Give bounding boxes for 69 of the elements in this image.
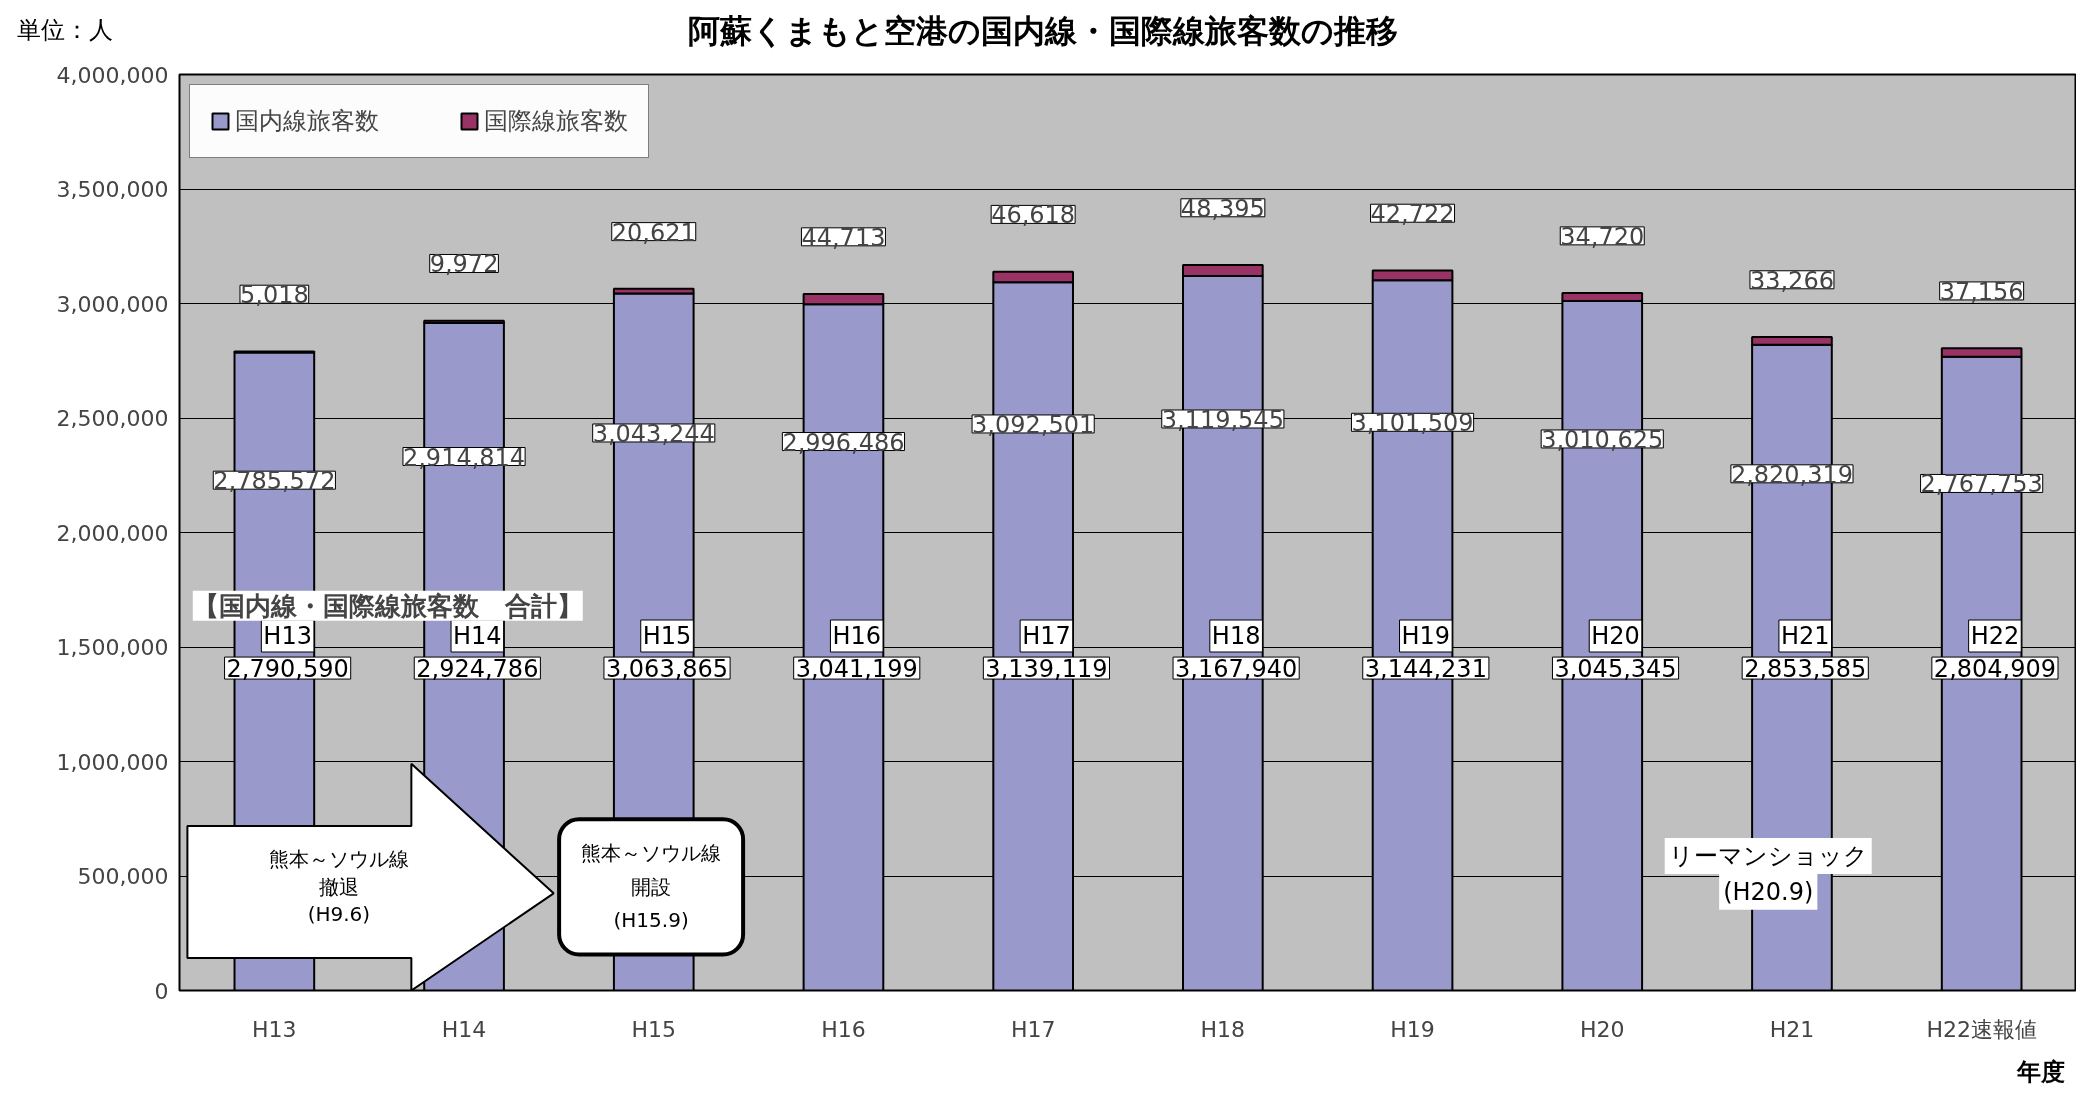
y-tick-label: 1,000,000	[56, 749, 169, 775]
data-label: 9,972	[429, 250, 499, 279]
total-label: 3,167,940	[1175, 655, 1298, 684]
data-label: 20,621	[611, 218, 696, 247]
x-tick-label: H15	[631, 1016, 677, 1042]
annotation: H15	[642, 622, 692, 651]
y-axis-title: 単位：人	[17, 15, 113, 46]
data-label: 2,820,319	[1730, 460, 1854, 489]
data-label: 3,010,625	[1541, 425, 1664, 454]
y-tick-label: 3,000,000	[56, 291, 169, 317]
annotation: H20	[1591, 622, 1640, 651]
data-label: 3,119,545	[1161, 406, 1284, 434]
annotation: H22	[1970, 622, 2020, 651]
annotation: リーマンショック	[1668, 842, 1868, 871]
total-label: 2,924,786	[416, 655, 539, 684]
total-label: 3,041,199	[795, 655, 918, 684]
annotation: H17	[1022, 622, 1071, 651]
x-tick-label: H17	[1010, 1016, 1056, 1042]
annotation: 【国内線・国際線旅客数 合計】	[192, 590, 583, 621]
annotation: H19	[1401, 622, 1451, 651]
x-tick-label: H14	[441, 1016, 487, 1042]
legend-label: 国際線旅客数	[484, 106, 628, 137]
annotation: 撤退	[318, 874, 359, 899]
data-label: 34,720	[1560, 222, 1645, 251]
annotation: (H20.9)	[1723, 877, 1814, 906]
data-label: 2,996,486	[782, 428, 905, 457]
data-label: 2,767,753	[1920, 470, 2043, 499]
x-tick-label: H18	[1200, 1016, 1246, 1042]
x-tick-label: H16	[821, 1016, 866, 1042]
total-label: 3,139,119	[985, 655, 1108, 684]
annotation: 熊本～ソウル線	[268, 847, 409, 872]
annotation: H18	[1211, 622, 1261, 651]
annotation: H16	[832, 622, 882, 651]
y-tick-label: 0	[154, 978, 169, 1004]
y-tick-label: 3,500,000	[56, 177, 169, 202]
data-label: 3,092,501	[972, 410, 1095, 439]
annotation: (H15.9)	[613, 908, 689, 933]
legend-label: 国内線旅客数	[235, 106, 379, 137]
total-label: 2,790,590	[226, 655, 349, 684]
annotation: H14	[453, 622, 502, 651]
data-label: 3,043,244	[592, 419, 715, 448]
annotation: 熊本～ソウル線	[581, 841, 722, 866]
x-tick-label: H20	[1579, 1016, 1625, 1042]
data-label: 2,914,814	[402, 443, 526, 472]
data-label: 44,713	[801, 223, 886, 252]
y-tick-label: 2,000,000	[56, 520, 169, 546]
total-label: 2,804,909	[1933, 655, 2057, 684]
x-tick-label: H22速報値	[1926, 1016, 2037, 1042]
y-tick-label: 2,500,000	[56, 406, 169, 431]
data-label: 3,101,509	[1351, 409, 1474, 438]
total-label: 2,853,585	[1744, 655, 1867, 684]
chart-title: 阿蘇くまもと空港の国内線・国際線旅客数の推移	[688, 12, 1398, 50]
total-label: 3,063,865	[605, 655, 729, 684]
data-label: 46,618	[991, 201, 1076, 230]
total-label: 3,045,345	[1554, 655, 1677, 684]
total-label: 3,144,231	[1364, 655, 1487, 684]
x-tick-label: H13	[252, 1016, 297, 1042]
y-tick-label: 1,500,000	[56, 635, 169, 660]
annotation: 開設	[631, 874, 672, 899]
annotation: H21	[1780, 622, 1830, 651]
y-tick-label: 500,000	[77, 864, 169, 889]
x-tick-label: H19	[1390, 1016, 1435, 1042]
y-tick-label: 4,000,000	[56, 62, 169, 88]
data-label: 37,156	[1939, 277, 2024, 306]
annotation: H13	[263, 622, 312, 651]
x-tick-label: H21	[1769, 1016, 1815, 1042]
x-axis-title: 年度	[2017, 1057, 2065, 1088]
annotation: (H9.6)	[307, 902, 371, 927]
data-label: 2,785,572	[213, 467, 336, 496]
